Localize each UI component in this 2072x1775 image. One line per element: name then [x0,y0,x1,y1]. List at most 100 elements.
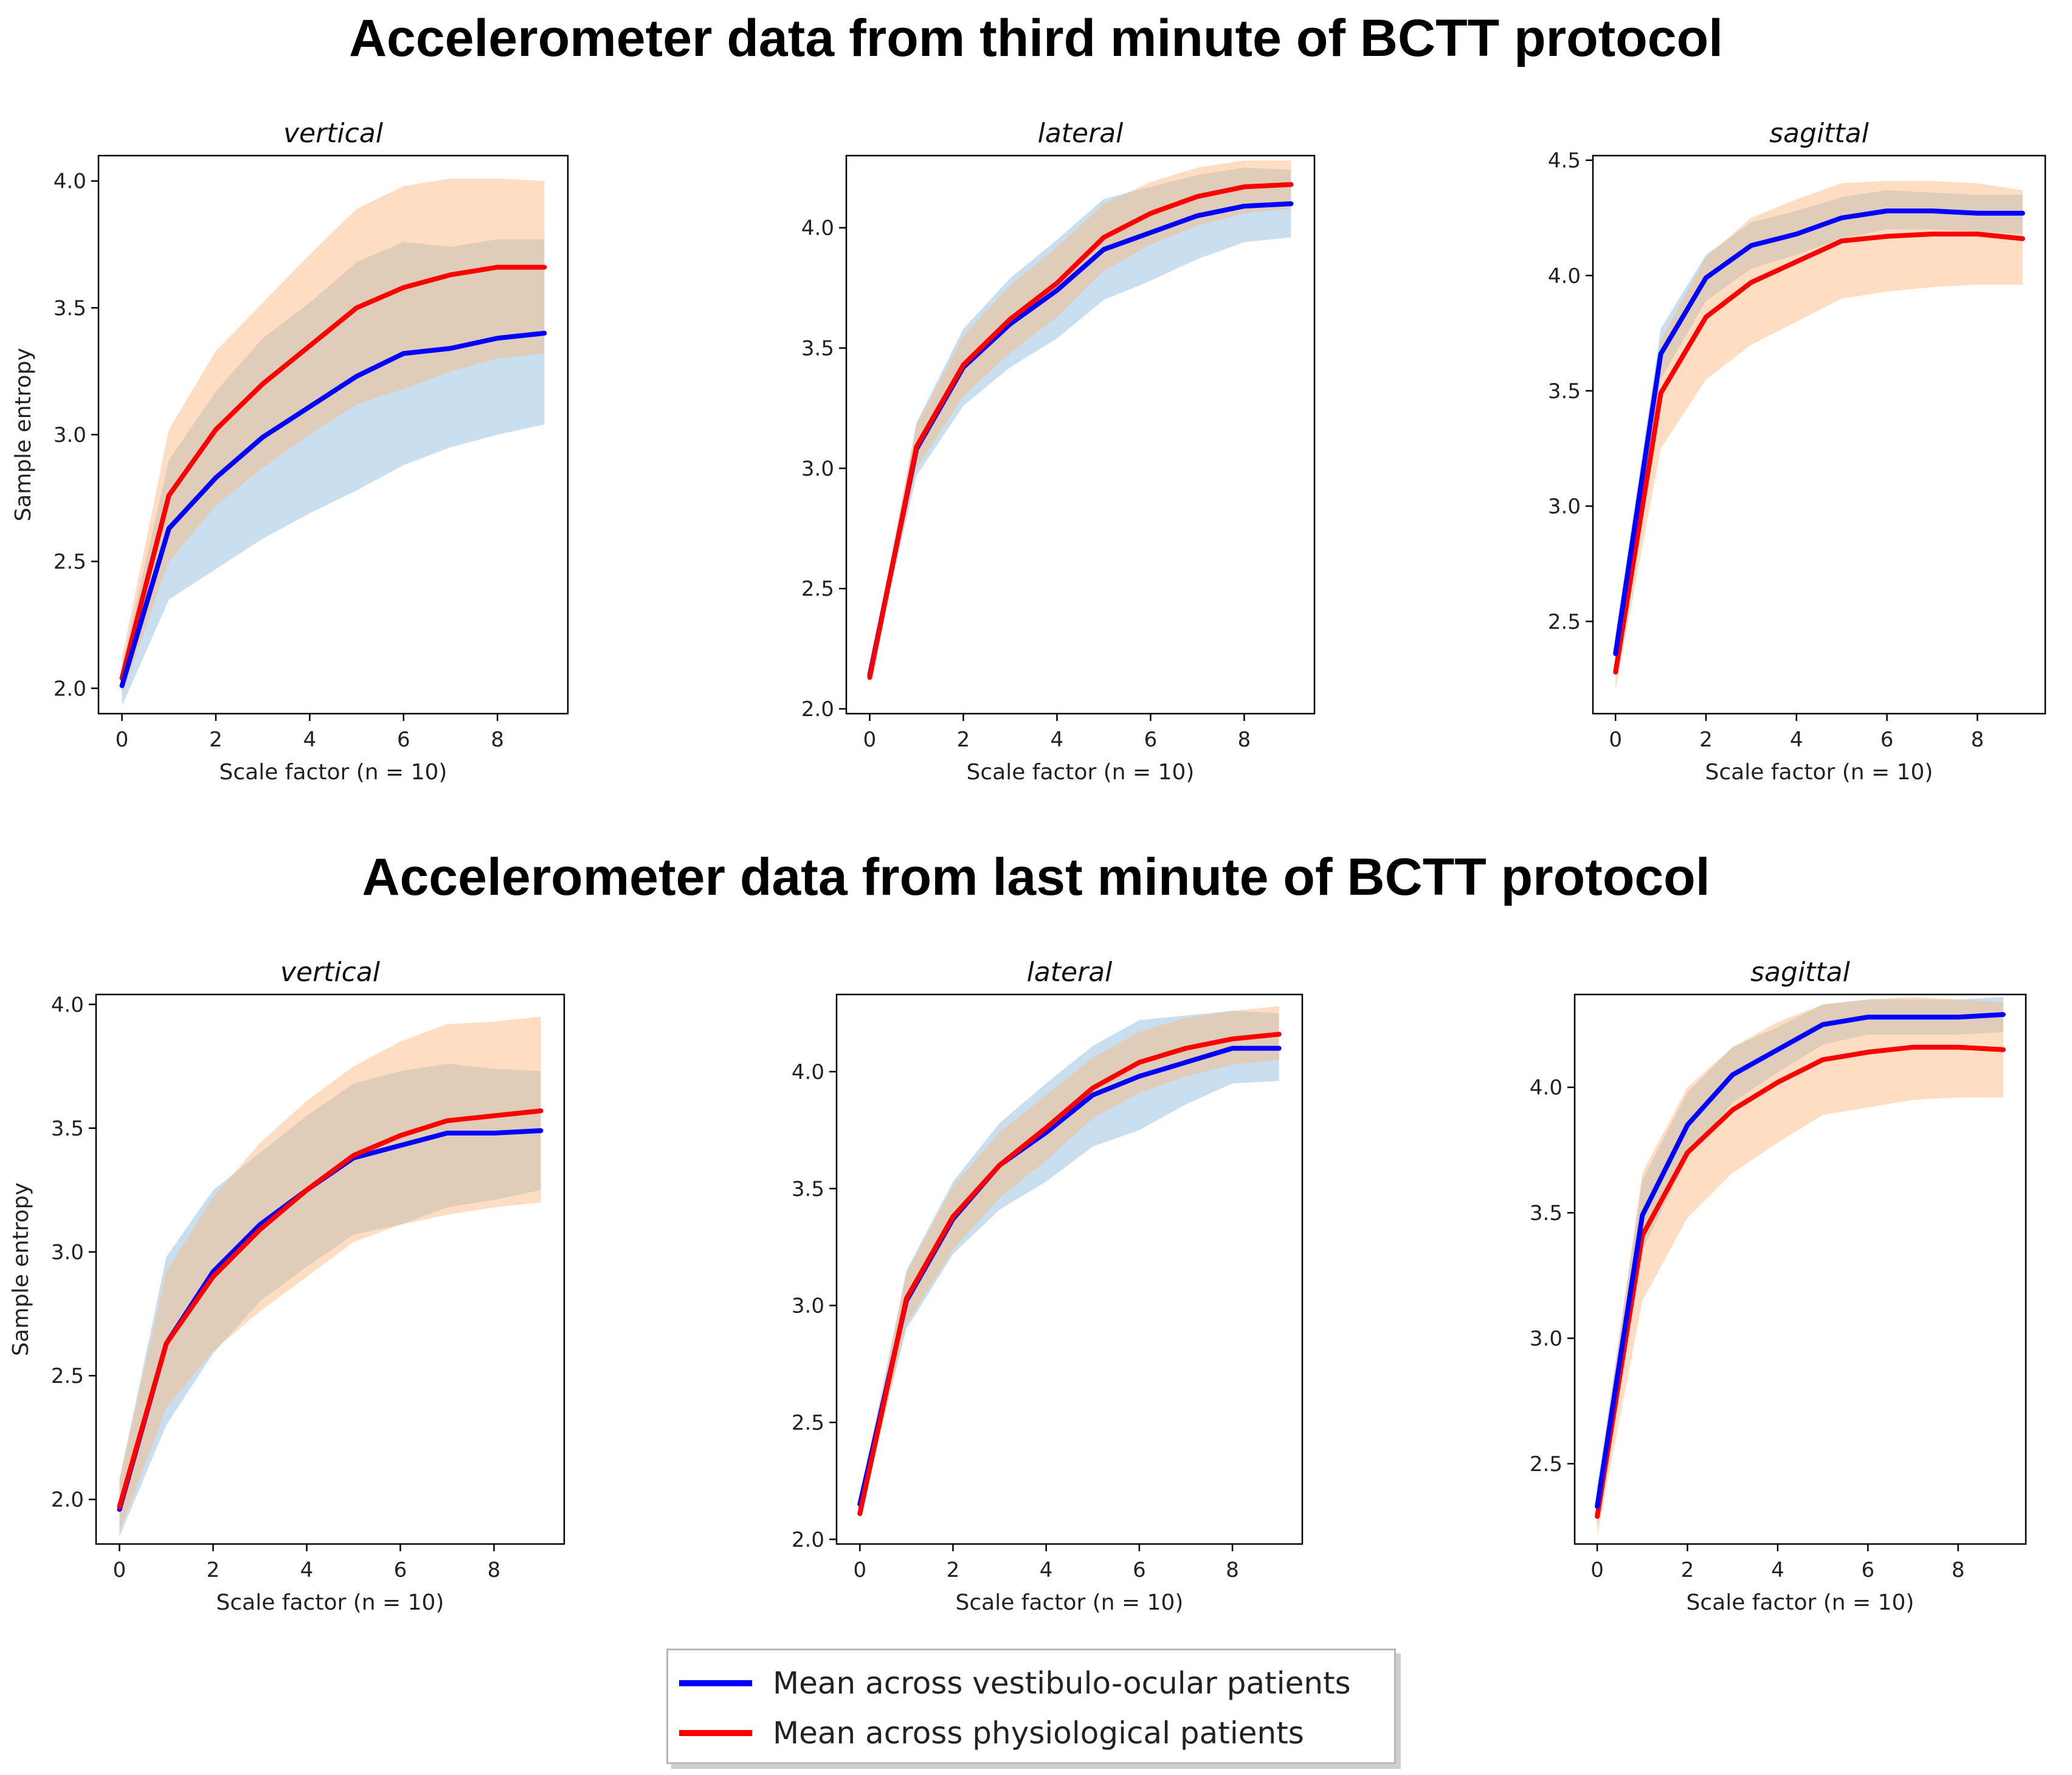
line-vestibulo-ocular [1595,1012,2006,1509]
y-tick-label: 2.0 [801,697,834,722]
line-physiological [1613,232,2025,675]
y-axis-label: Sample entropy [9,1182,33,1356]
x-tick-label: 2 [1681,1558,1694,1582]
x-tick-label: 8 [488,1558,501,1582]
band-physiological [1597,997,2003,1537]
line-physiological [117,1108,544,1509]
x-tick-label: 2 [207,1558,220,1582]
x-tick-label: 6 [394,1558,407,1582]
y-tick-label: 4.0 [54,170,86,194]
legend-swatch-physiological [679,1730,752,1736]
y-tick-label: 3.0 [801,457,834,481]
y-tick-label: 3.5 [51,1117,84,1141]
x-axis-label: Scale factor (n = 10) [1705,760,1933,785]
panel-title: lateral [1027,957,1113,988]
y-tick-label: 3.5 [792,1177,824,1201]
x-tick-label: 4 [303,728,317,752]
plot-frame [95,993,565,1545]
x-tick-label: 6 [1861,1558,1874,1582]
x-tick-label: 4 [1790,728,1803,752]
chart-panel-1: 0 2 4 6 8 2.0 2.5 3.0 3.5 4.0 vertical Scale factor… [11,118,569,785]
line-physiological [1595,1044,2006,1519]
y-axis-label: Sample entropy [11,348,36,522]
x-tick-label: 0 [1590,1558,1604,1582]
y-tick-label: 3.0 [1548,495,1581,519]
y-tick-label: 3.0 [1530,1327,1563,1351]
y-tick-label: 3.0 [792,1294,824,1318]
section-title-third-minute: Accelerometer data from third minute of … [348,9,1724,67]
x-tick-label: 6 [1880,728,1894,752]
legend-entry-physiological: Mean across physiological patients [679,1709,1304,1757]
line-physiological [857,1032,1282,1516]
x-tick-label: 4 [1040,1558,1053,1582]
x-tick-label: 8 [1952,1558,1965,1582]
x-tick-label: 6 [1133,1558,1146,1582]
x-tick-label: 0 [113,1558,126,1582]
x-tick-label: 6 [397,728,410,752]
panel-title: vertical [280,957,381,988]
x-tick-label: 8 [1226,1558,1239,1582]
y-tick-label: 4.0 [1530,1076,1563,1100]
legend-label-vestibulo-ocular: Mean across vestibulo-ocular patients [773,1666,1351,1701]
y-tick-label: 4.0 [801,216,834,241]
x-tick-label: 8 [491,728,504,752]
panel-title: vertical [283,118,384,149]
legend-swatch-vestibulo-ocular [679,1680,752,1686]
y-tick-label: 2.5 [801,577,834,601]
line-vestibulo-ocular [857,1046,1282,1507]
band-physiological [1615,181,2023,691]
panel-title: sagittal [1750,957,1851,988]
y-tick-label: 2.5 [51,1364,84,1388]
x-axis-label: Scale factor (n = 10) [219,760,447,785]
y-tick-label: 3.0 [51,1240,84,1264]
y-tick-label: 4.0 [792,1060,824,1084]
chart-panel-6: 0 2 4 6 8 2.5 3.0 3.5 4.0 sagittal Scale factor (n… [1530,957,2027,1615]
x-tick-label: 2 [209,728,223,752]
y-tick-label: 2.0 [792,1528,824,1552]
y-tick-label: 3.5 [1548,379,1581,404]
section-title-last-minute: Accelerometer data from last minute of B… [362,848,1710,906]
panel-title: sagittal [1769,118,1870,149]
x-tick-label: 0 [853,1558,866,1582]
y-tick-label: 2.5 [54,550,86,574]
x-tick-label: 0 [116,728,129,752]
x-axis-label: Scale factor (n = 10) [956,1590,1184,1615]
y-tick-label: 3.5 [801,337,834,361]
legend-label-physiological: Mean across physiological patients [773,1715,1304,1751]
x-tick-label: 8 [1971,728,1984,752]
line-vestibulo-ocular [119,331,547,689]
chart-panel-2: 0 2 4 6 8 2.0 2.5 3.0 3.5 4.0 lateral Scale factor … [801,118,1316,785]
y-tick-label: 4.0 [1548,264,1581,288]
y-tick-label: 2.0 [54,677,86,701]
plot-frame [1573,993,2027,1545]
band-overlap [1597,997,2003,1527]
x-axis-label: Scale factor (n = 10) [216,1590,444,1615]
x-axis-label: Scale factor (n = 10) [967,760,1195,785]
plot-frame [1592,154,2046,715]
x-tick-label: 0 [1609,728,1622,752]
chart-panel-4: 0 2 4 6 8 2.0 2.5 3.0 3.5 4.0 vertical Scale factor… [9,957,565,1615]
x-tick-label: 4 [1771,1558,1784,1582]
x-tick-label: 4 [1051,728,1064,752]
x-tick-label: 6 [1144,728,1158,752]
x-tick-label: 2 [947,1558,960,1582]
line-vestibulo-ocular [1613,209,2025,657]
line-physiological [867,182,1294,680]
x-tick-label: 2 [957,728,970,752]
x-tick-label: 0 [863,728,877,752]
x-axis-label: Scale factor (n = 10) [1687,1590,1915,1615]
y-tick-label: 2.0 [51,1488,84,1512]
y-tick-label: 3.5 [1530,1201,1563,1225]
chart-panel-3: 0 2 4 6 8 2.5 3.0 3.5 4.0 4.5 sagittal Scale factor… [1548,118,2046,785]
y-tick-label: 2.5 [1548,610,1581,634]
y-tick-label: 4.0 [51,993,84,1017]
panel-title: lateral [1038,118,1124,149]
plot-frame [845,154,1316,715]
y-tick-label: 4.5 [1548,149,1581,173]
y-tick-label: 2.5 [792,1411,824,1435]
y-tick-label: 3.5 [54,296,86,320]
plot-frame [835,993,1304,1545]
y-tick-label: 2.5 [1530,1452,1563,1477]
x-tick-label: 2 [1699,728,1713,752]
